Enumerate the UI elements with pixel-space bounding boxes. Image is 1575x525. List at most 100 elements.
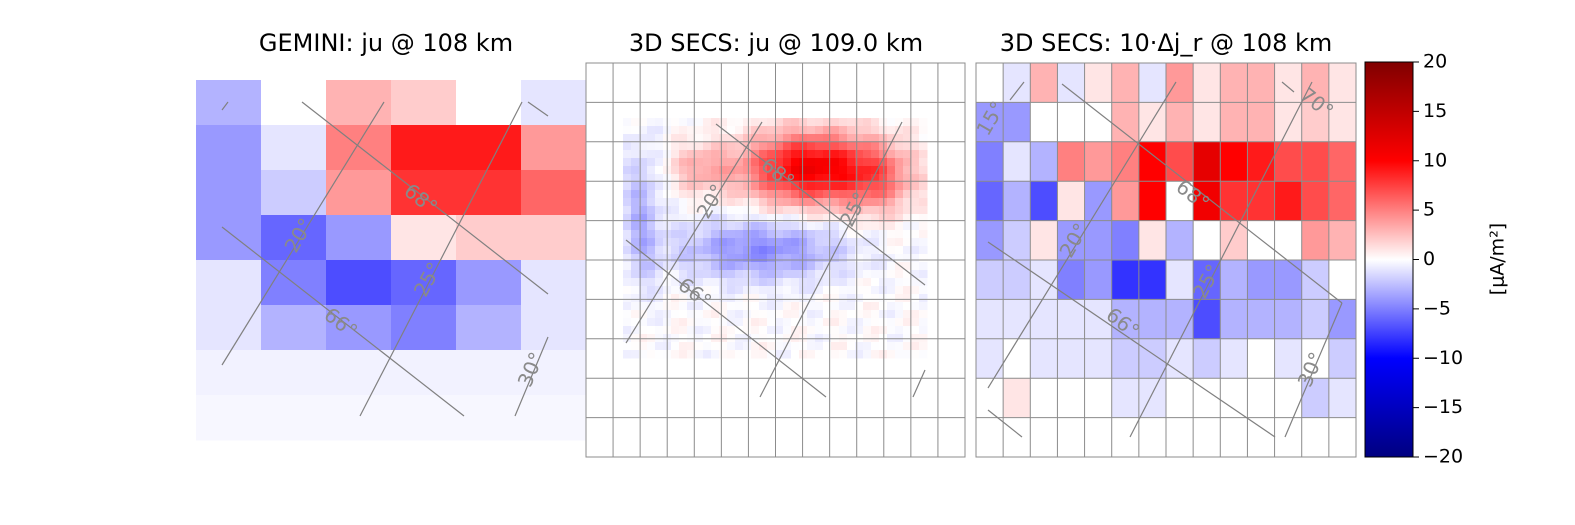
heatmap-cell <box>799 190 808 199</box>
heatmap-cell <box>751 310 760 319</box>
heatmap-cell <box>1193 260 1221 300</box>
heatmap-cell <box>823 238 832 247</box>
heatmap-cell <box>767 342 776 351</box>
heatmap-cell <box>679 310 688 319</box>
heatmap-cell <box>759 222 768 231</box>
heatmap-cell <box>839 198 848 207</box>
heatmap-cell <box>655 342 664 351</box>
lat-line-68 <box>1061 83 1343 304</box>
heatmap-cell <box>799 166 808 175</box>
heatmap-cell <box>855 150 864 159</box>
heatmap-cell <box>703 334 712 343</box>
heatmap-cell <box>855 310 864 319</box>
heatmap-cell <box>1111 338 1140 379</box>
heatmap-cell <box>679 206 688 215</box>
heatmap-cell <box>855 118 864 127</box>
heatmap-cell <box>791 254 800 263</box>
heatmap-cell <box>903 206 912 215</box>
heatmap-cell <box>719 302 728 311</box>
heatmap-cell <box>799 350 808 359</box>
panel-gemini: GEMINI: ju @ 108 km 20° 25° 30° 66° 68° <box>196 29 587 441</box>
heatmap-cell <box>735 246 744 255</box>
heatmap-cell <box>919 278 928 287</box>
heatmap-cell <box>647 182 656 191</box>
heatmap-cell <box>903 286 912 295</box>
heatmap-cell <box>711 270 720 279</box>
heatmap-cell <box>839 118 848 127</box>
heatmap-cell <box>879 206 888 215</box>
heatmap-cell <box>695 286 704 295</box>
heatmap-cell <box>879 278 888 287</box>
heatmap-cell <box>671 262 680 271</box>
heatmap-cell <box>1111 260 1140 300</box>
geo-contours <box>625 121 926 398</box>
heatmap-cell <box>919 206 928 215</box>
heatmap-cell <box>391 350 457 396</box>
heatmap-cell <box>639 158 648 167</box>
heatmap-cell <box>895 246 904 255</box>
heatmap-cell <box>1003 220 1031 261</box>
heatmap-cell <box>1328 220 1357 261</box>
heatmap-cell <box>1057 378 1086 419</box>
heatmap-cell <box>687 126 696 135</box>
heatmap-cell <box>775 302 784 311</box>
heatmap-cell <box>847 214 856 223</box>
heatmap-cell <box>767 118 776 127</box>
heatmap-cell <box>839 238 848 247</box>
heatmap-cell <box>1003 260 1031 300</box>
heatmap-cell <box>719 158 728 167</box>
heatmap-cell <box>831 302 840 311</box>
heatmap-cell <box>855 158 864 167</box>
heatmap-cell <box>855 238 864 247</box>
heatmap-cell <box>743 262 752 271</box>
heatmap-cell <box>719 270 728 279</box>
heatmap-cell <box>767 150 776 159</box>
heatmap-cell <box>695 158 704 167</box>
heatmap-cell <box>775 134 784 143</box>
heatmap-cell <box>751 126 760 135</box>
heatmap-cell <box>791 334 800 343</box>
heatmap-cell <box>631 286 640 295</box>
heatmap-cell <box>647 174 656 183</box>
heatmap-cell <box>799 174 808 183</box>
heatmap-cell <box>695 310 704 319</box>
heatmap-cell <box>1138 220 1167 261</box>
heatmap-cell <box>871 294 880 303</box>
heatmap-cell <box>895 166 904 175</box>
heatmap-cell <box>456 125 522 171</box>
heatmap-cell <box>831 150 840 159</box>
heatmap-cell <box>1138 63 1167 103</box>
heatmap-cell <box>919 134 928 143</box>
heatmap-cell <box>1138 299 1167 340</box>
heatmap-cell <box>903 190 912 199</box>
heatmap-cell <box>879 118 888 127</box>
heatmap-cell <box>623 238 632 247</box>
heatmap-cell <box>1003 417 1031 458</box>
heatmap-cell <box>703 126 712 135</box>
heatmap-cell <box>839 246 848 255</box>
heatmap-cell <box>815 318 824 327</box>
heatmap-cell <box>671 302 680 311</box>
heatmap-cell <box>895 350 904 359</box>
heatmap-cell <box>695 350 704 359</box>
heatmap-cell <box>823 350 832 359</box>
heatmap-cell <box>719 190 728 199</box>
heatmap-cell <box>911 190 920 199</box>
heatmap-cell <box>895 174 904 183</box>
heatmap-cell <box>391 260 457 306</box>
heatmap-cell <box>261 395 327 441</box>
heatmap-cell <box>976 299 1004 340</box>
heatmap-cells <box>196 80 587 441</box>
lat-line-68 <box>301 101 549 295</box>
heatmap-cell <box>1193 417 1221 458</box>
heatmap-cell <box>815 230 824 239</box>
heatmap-cell <box>639 318 648 327</box>
heatmap-cell <box>855 342 864 351</box>
heatmap-cell <box>919 246 928 255</box>
heatmap-cell <box>647 278 656 287</box>
heatmap-cell <box>687 182 696 191</box>
heatmap-cell <box>711 294 720 303</box>
heatmap-cell <box>679 222 688 231</box>
heatmap-cell <box>1193 102 1221 143</box>
heatmap-cell <box>775 198 784 207</box>
